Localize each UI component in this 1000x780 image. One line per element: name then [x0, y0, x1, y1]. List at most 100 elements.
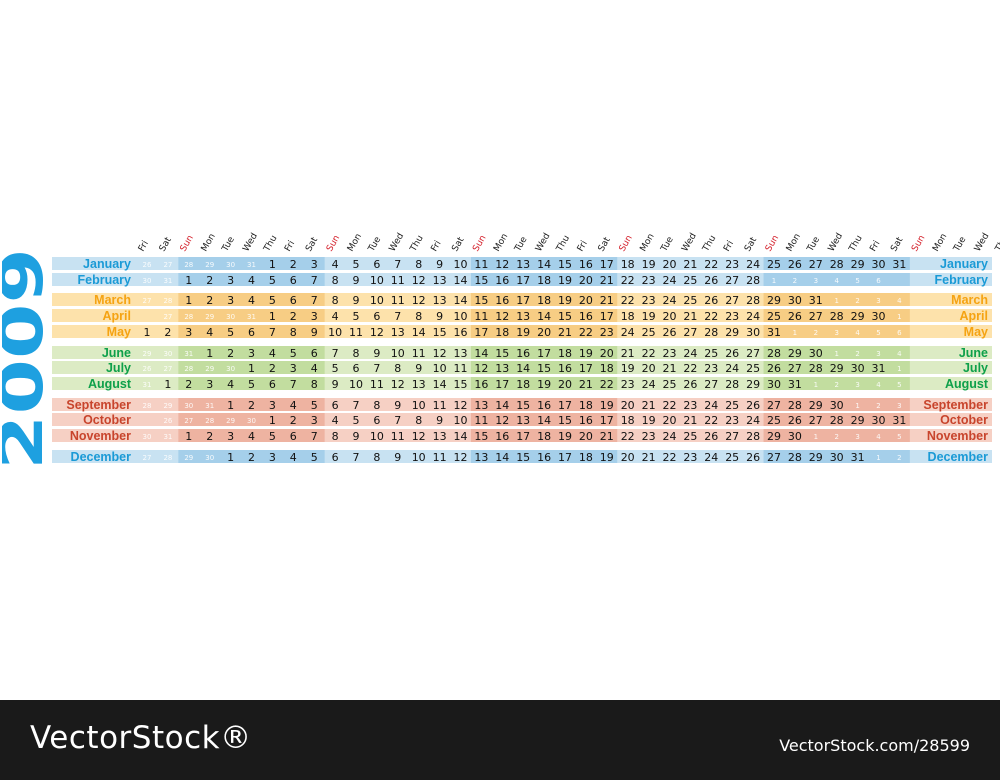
weekday-header-8: Sat [304, 235, 320, 253]
next-month-day: 3 [855, 381, 859, 389]
day-cell: 20 [579, 430, 593, 443]
day-cell: 23 [600, 326, 614, 339]
day-cell: 17 [579, 362, 593, 375]
day-cell: 17 [600, 310, 614, 323]
day-cell: 29 [851, 310, 865, 323]
day-cell: 15 [495, 347, 509, 360]
month-label-right: February [935, 273, 989, 287]
day-cell: 15 [474, 274, 488, 287]
day-cell: 29 [809, 451, 823, 464]
day-cell: 20 [579, 274, 593, 287]
day-cell: 5 [353, 258, 360, 271]
day-cell: 21 [683, 414, 697, 427]
day-cell: 7 [332, 347, 339, 360]
weekday-header-6: Thu [262, 234, 280, 255]
day-cell: 25 [683, 294, 697, 307]
day-cell: 13 [516, 414, 530, 427]
weekday-header-16: Sun [471, 234, 488, 254]
day-cell: 28 [746, 430, 760, 443]
day-cell: 10 [370, 430, 384, 443]
day-cell: 6 [332, 451, 339, 464]
day-cell: 11 [474, 310, 488, 323]
day-cell: 19 [516, 326, 530, 339]
day-cell: 17 [600, 258, 614, 271]
next-month-day: 5 [876, 329, 880, 337]
next-month-day: 1 [876, 454, 880, 462]
day-cell: 19 [642, 258, 656, 271]
day-cell: 19 [600, 399, 614, 412]
day-cell: 7 [353, 399, 360, 412]
prev-month-day: 28 [163, 454, 172, 462]
day-cell: 20 [663, 310, 677, 323]
day-cell: 13 [516, 310, 530, 323]
week-shade [763, 450, 910, 463]
day-cell: 16 [537, 399, 551, 412]
day-cell: 4 [332, 310, 339, 323]
week-shade [178, 429, 325, 442]
week-shade [763, 257, 910, 270]
day-cell: 6 [290, 430, 297, 443]
next-month-day: 4 [897, 350, 902, 358]
day-cell: 10 [454, 310, 468, 323]
weekday-header-35: Fri [868, 239, 882, 253]
month-label-left: October [83, 413, 131, 427]
day-cell: 6 [373, 258, 380, 271]
day-cell: 12 [454, 451, 468, 464]
day-cell: 18 [579, 451, 593, 464]
next-month-day: 3 [834, 329, 838, 337]
day-cell: 5 [311, 451, 318, 464]
day-cell: 3 [311, 310, 318, 323]
day-cell: 18 [495, 326, 509, 339]
day-cell: 23 [642, 294, 656, 307]
next-month-day: 3 [876, 350, 880, 358]
day-cell: 28 [830, 310, 844, 323]
weekday-header-22: Sat [597, 235, 613, 253]
day-cell: 13 [516, 258, 530, 271]
weekday-header-20: Thu [554, 234, 572, 255]
day-cell: 12 [391, 378, 405, 391]
day-cell: 6 [332, 399, 339, 412]
day-cell: 9 [373, 347, 380, 360]
day-cell: 16 [516, 347, 530, 360]
day-cell: 12 [454, 399, 468, 412]
day-cell: 17 [516, 294, 530, 307]
day-cell: 8 [290, 326, 297, 339]
day-cell: 29 [809, 399, 823, 412]
month-label-left: February [78, 273, 132, 287]
day-cell: 24 [663, 430, 677, 443]
day-cell: 21 [600, 274, 614, 287]
day-cell: 2 [269, 362, 276, 375]
week-shade [470, 398, 618, 411]
day-cell: 11 [391, 294, 405, 307]
day-cell: 25 [767, 414, 781, 427]
day-cell: 21 [642, 399, 656, 412]
day-cell: 26 [704, 274, 718, 287]
prev-month-day: 27 [163, 313, 172, 321]
day-cell: 23 [725, 258, 739, 271]
day-cell: 17 [558, 451, 572, 464]
day-cell: 24 [621, 326, 635, 339]
weekday-header-37: Sun [910, 234, 927, 254]
weekday-header-0: Fri [137, 239, 151, 253]
day-cell: 1 [185, 294, 192, 307]
day-cell: 14 [537, 310, 551, 323]
day-cell: 9 [353, 274, 360, 287]
day-cell: 26 [704, 430, 718, 443]
week-shade [178, 361, 325, 374]
day-cell: 8 [394, 362, 401, 375]
day-cell: 15 [433, 326, 447, 339]
day-cell: 28 [788, 399, 802, 412]
day-cell: 23 [704, 362, 718, 375]
prev-month-day: 28 [163, 297, 172, 305]
day-cell: 27 [746, 347, 760, 360]
day-cell: 23 [725, 310, 739, 323]
day-cell: 3 [311, 258, 318, 271]
day-cell: 24 [704, 399, 718, 412]
day-cell: 26 [788, 310, 802, 323]
day-cell: 7 [353, 451, 360, 464]
day-cell: 14 [454, 294, 468, 307]
